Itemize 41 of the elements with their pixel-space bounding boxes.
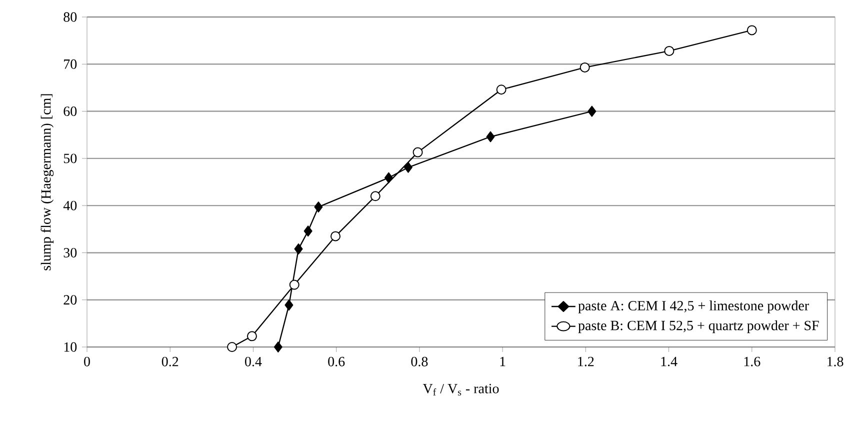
point bbox=[304, 226, 312, 237]
y-tick-label: 80 bbox=[64, 12, 77, 22]
x-tick-label: 0.8 bbox=[411, 356, 428, 366]
y-axis-title: slump flow (Haegermann) [cm] bbox=[40, 94, 54, 270]
x-tick-label: 1.6 bbox=[744, 356, 760, 366]
point bbox=[486, 131, 495, 142]
y-tick-label: 20 bbox=[64, 295, 77, 305]
y-tick-label: 60 bbox=[64, 106, 77, 116]
point bbox=[314, 201, 323, 212]
point bbox=[294, 243, 303, 254]
y-tick-label: 10 bbox=[64, 342, 77, 352]
x-tick-label: 1.8 bbox=[827, 356, 844, 366]
point bbox=[664, 46, 674, 56]
point bbox=[289, 280, 300, 290]
point bbox=[412, 147, 423, 158]
x-tick-label: 0 bbox=[84, 356, 90, 366]
legend-label: paste A: CEM I 42,5 + limestone powder bbox=[578, 300, 809, 314]
point bbox=[588, 106, 596, 117]
x-tick-label: 1.4 bbox=[661, 356, 678, 366]
point bbox=[580, 62, 590, 72]
y-tick-label: 70 bbox=[64, 59, 77, 69]
x-tick-label: 1 bbox=[500, 356, 506, 366]
y-tick-label: 40 bbox=[63, 200, 77, 210]
x-tick-label: 0.6 bbox=[328, 356, 345, 366]
y-tick-label: 50 bbox=[64, 154, 77, 164]
point bbox=[404, 162, 412, 173]
y-tick-label: 30 bbox=[64, 248, 77, 258]
point bbox=[284, 300, 294, 311]
point bbox=[746, 25, 757, 36]
x-tick-label: 1.2 bbox=[578, 356, 594, 366]
point bbox=[496, 84, 506, 95]
x-tick-label: 0.4 bbox=[245, 356, 262, 366]
point bbox=[370, 191, 380, 202]
x-axis-title: V$_{f}$ / V$_{s}$ - ratio bbox=[422, 384, 499, 396]
point bbox=[274, 342, 282, 352]
point bbox=[384, 172, 393, 184]
point bbox=[246, 331, 257, 342]
point bbox=[227, 342, 238, 352]
x-tick-label: 0.2 bbox=[162, 356, 178, 366]
legend-label: paste B: CEM I 52,5 + quartz powder + SF bbox=[578, 320, 819, 334]
point bbox=[330, 231, 341, 242]
